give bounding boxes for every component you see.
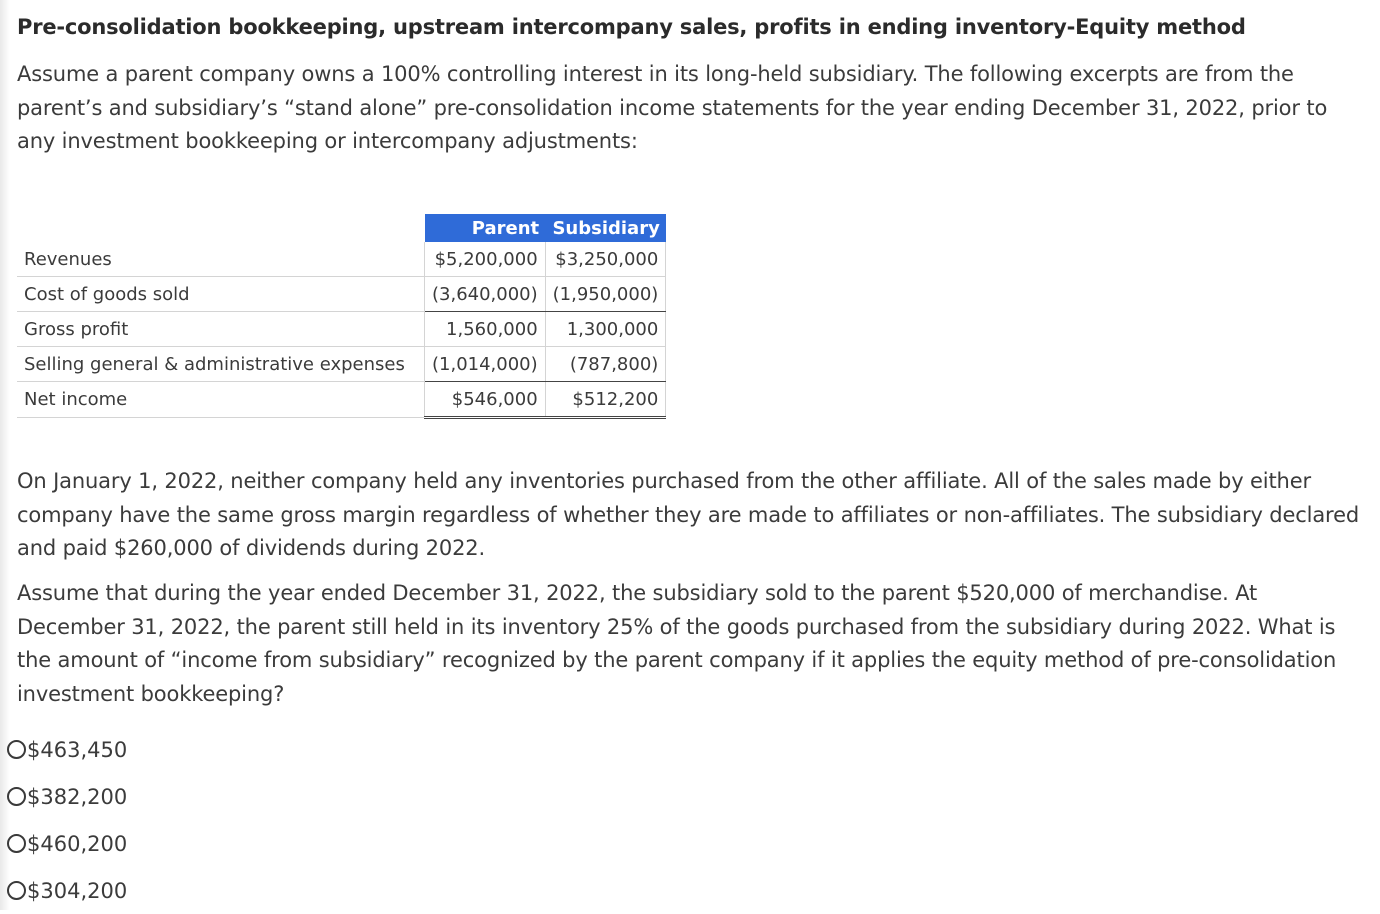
question-title: Pre-consolidation bookkeeping, upstream … <box>17 15 1246 39</box>
option-label: $382,200 <box>27 784 128 809</box>
header-parent: Parent <box>424 214 546 242</box>
subsidiary-value: (1,950,000) <box>545 276 667 312</box>
row-label: Cost of goods sold <box>17 276 425 312</box>
income-statement-table: Parent Subsidiary Revenues $5,200,000 $3… <box>17 214 667 419</box>
row-label: Net income <box>17 381 425 418</box>
header-subsidiary: Subsidiary <box>545 214 666 242</box>
subsidiary-value: (787,800) <box>545 346 667 382</box>
parent-value: (1,014,000) <box>424 346 546 382</box>
question-paragraph: Assume that during the year ended Decemb… <box>17 581 1337 706</box>
radio-icon[interactable] <box>7 787 26 806</box>
parent-value: $546,000 <box>424 381 546 419</box>
subsidiary-value: 1,300,000 <box>545 311 667 347</box>
row-label: Selling general & administrative expense… <box>17 346 425 382</box>
option-label: $460,200 <box>27 831 128 856</box>
table-row: Net income $546,000 $512,200 <box>17 381 667 419</box>
row-label: Gross profit <box>17 311 425 347</box>
header-blank-cell <box>17 214 425 242</box>
intro-paragraph: Assume a parent company owns a 100% cont… <box>17 62 1328 153</box>
facts-paragraph: On January 1, 2022, neither company held… <box>17 469 1360 560</box>
subsidiary-value: $3,250,000 <box>545 242 667 277</box>
parent-value: 1,560,000 <box>424 311 546 347</box>
radio-icon[interactable] <box>7 881 26 900</box>
table-row: Revenues $5,200,000 $3,250,000 <box>17 242 667 277</box>
left-edge-shadow <box>0 0 10 910</box>
parent-value: (3,640,000) <box>424 276 546 312</box>
table-row: Cost of goods sold (3,640,000) (1,950,00… <box>17 276 667 312</box>
answer-option[interactable]: $382,200 <box>7 773 127 820</box>
answer-options: $463,450 $382,200 $460,200 $304,200 <box>7 726 127 914</box>
table-row: Gross profit 1,560,000 1,300,000 <box>17 311 667 347</box>
radio-icon[interactable] <box>7 834 26 853</box>
row-label: Revenues <box>17 242 425 277</box>
table-row: Selling general & administrative expense… <box>17 346 667 382</box>
subsidiary-value: $512,200 <box>545 381 667 419</box>
answer-option[interactable]: $460,200 <box>7 820 127 867</box>
radio-icon[interactable] <box>7 740 26 759</box>
table-header-row: Parent Subsidiary <box>17 214 666 242</box>
option-label: $463,450 <box>27 737 128 762</box>
option-label: $304,200 <box>27 878 128 903</box>
answer-option[interactable]: $463,450 <box>7 726 127 773</box>
parent-value: $5,200,000 <box>424 242 546 277</box>
answer-option[interactable]: $304,200 <box>7 867 127 914</box>
